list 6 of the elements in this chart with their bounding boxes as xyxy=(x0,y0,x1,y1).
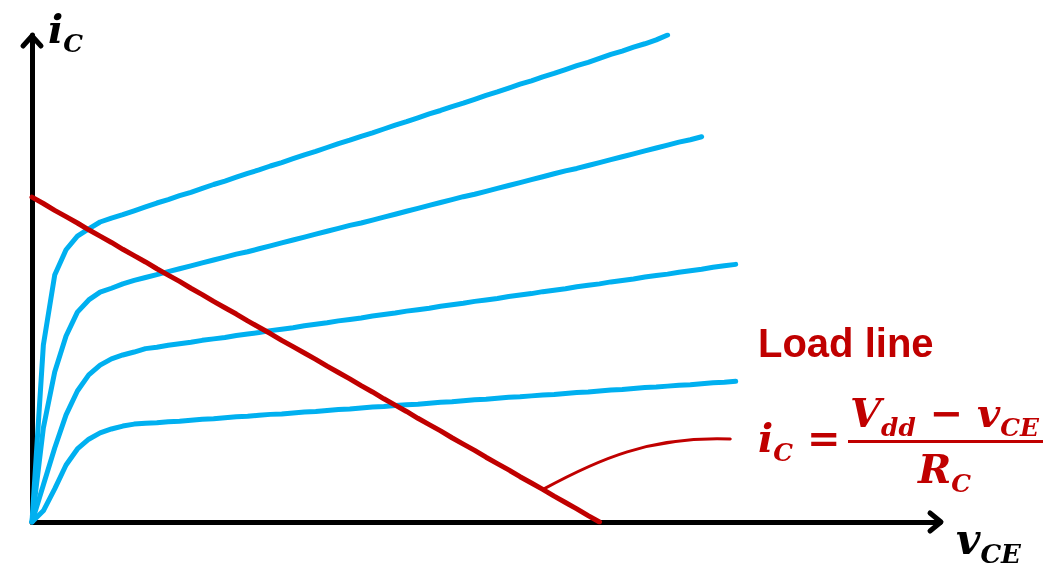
text: Load line xyxy=(758,321,934,365)
annotation: R$_{C}$ xyxy=(918,445,971,498)
y-axis-title: i$_{C}$ xyxy=(48,5,83,58)
x-axis-title: v$_{CE}$ xyxy=(956,515,1021,565)
annotation: i$_{C}$ = xyxy=(758,414,841,467)
annotation: V$_{dd}$ − v$_{CE}$ xyxy=(850,389,1039,442)
